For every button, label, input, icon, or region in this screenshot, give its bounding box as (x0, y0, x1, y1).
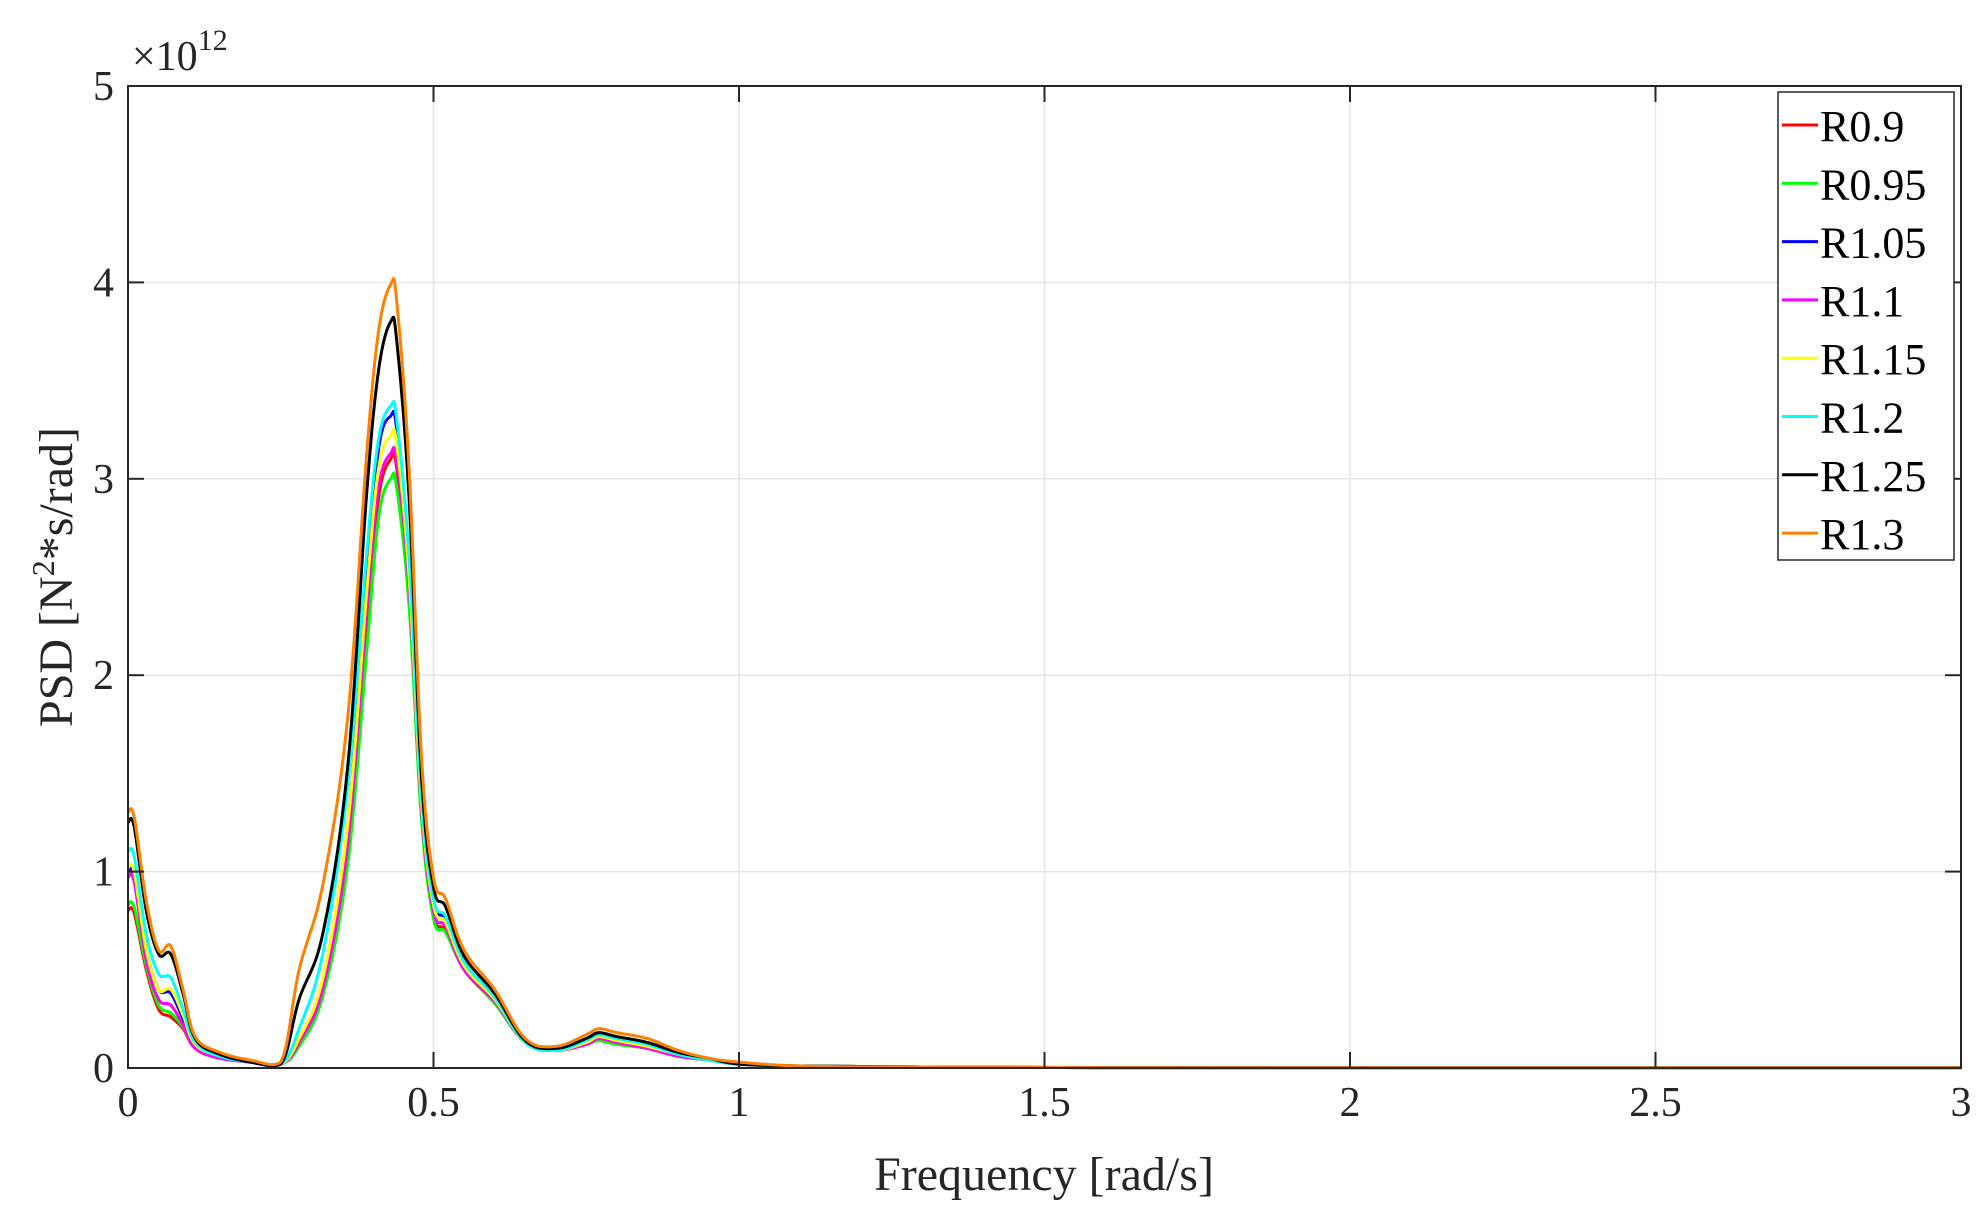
y-tick-label: 0 (93, 1046, 114, 1092)
x-tick-label: 2 (1340, 1080, 1361, 1126)
y-tick-labels: 0 1 2 3 4 5 (93, 64, 114, 1092)
legend-label-R1.2: R1.2 (1820, 394, 1904, 443)
x-tick-labels: 0 0.5 1 1.5 2 2.5 3 (118, 1080, 1972, 1126)
x-axis-title: Frequency [rad/s] (874, 1148, 1214, 1201)
y-tick-label: 1 (93, 850, 114, 896)
y-tick-label: 2 (93, 653, 114, 699)
legend: R0.9 R0.95 R1.05 R1.1 R1.15 R1.2 R1.25 R1.3 (1777, 91, 1955, 561)
legend-label-R0.95: R0.95 (1820, 160, 1926, 209)
x-tick-label: 2.5 (1629, 1080, 1682, 1126)
legend-label-R1.15: R1.15 (1820, 335, 1926, 384)
x-tick-label: 0.5 (407, 1080, 460, 1126)
series-lines (126, 277, 1961, 1070)
y-tick-label: 4 (93, 260, 114, 306)
legend-label-R1.05: R1.05 (1820, 219, 1926, 268)
axis-ticks (127, 85, 1962, 1069)
y-tick-label: 3 (93, 457, 114, 503)
x-tick-label: 0 (118, 1080, 139, 1126)
legend-label-R1.25: R1.25 (1820, 452, 1926, 501)
legend-label-R0.9: R0.9 (1820, 102, 1904, 151)
legend-label-R1.1: R1.1 (1820, 277, 1904, 326)
y-multiplier: ×1012 (132, 24, 228, 80)
series-line-R1.3 (126, 277, 1961, 1070)
legend-box (1777, 91, 1955, 561)
y-axis-title-tail: *s/rad] (30, 427, 83, 560)
y-axis-title-superscript: 2 (25, 560, 61, 576)
x-tick-label: 3 (1951, 1080, 1972, 1126)
x-tick-label: 1 (729, 1080, 750, 1126)
x-tick-label: 1.5 (1018, 1080, 1071, 1126)
y-tick-label: 5 (93, 64, 114, 110)
legend-label-R1.3: R1.3 (1820, 510, 1904, 559)
y-axis-title: PSD [N2*s/rad] (25, 427, 83, 727)
y-multiplier-exponent: 12 (198, 24, 228, 57)
